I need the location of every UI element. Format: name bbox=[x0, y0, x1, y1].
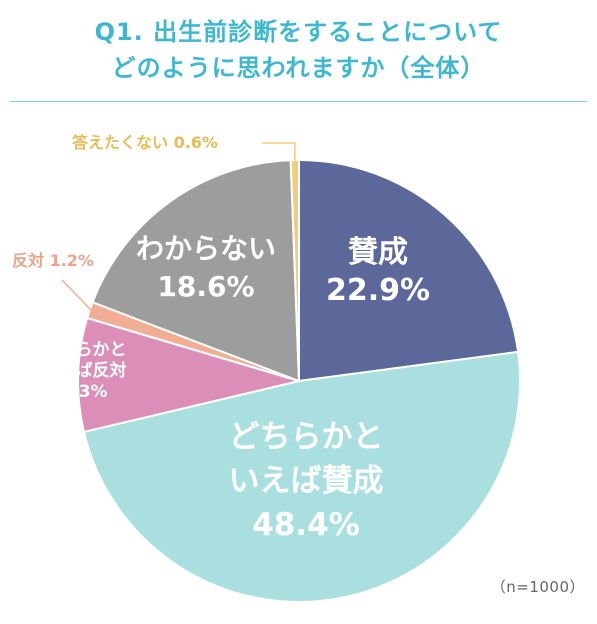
pie-slice-3 bbox=[77, 316, 303, 434]
pie-slice-5 bbox=[91, 159, 301, 383]
slice-label-2-line-1: どちらかと bbox=[229, 419, 384, 455]
slice-label-2-line-2: いえば賛成 bbox=[229, 463, 384, 499]
chart-title-line-1: Q1. 出生前診断をすることについて bbox=[94, 18, 503, 46]
slice-label-4: 反対 1.2% bbox=[12, 251, 94, 270]
chart-title-line-2: どのように思われますか（全体） bbox=[111, 54, 486, 82]
slice-value-3: 8.3% bbox=[60, 382, 107, 402]
slice-value-1: 22.9% bbox=[326, 273, 430, 308]
leader-line-4 bbox=[61, 279, 93, 312]
slice-label-5-line-1: わからない bbox=[136, 232, 276, 265]
slice-label-6: 答えたくない 0.6% bbox=[72, 133, 218, 152]
slice-label-1-line-1: 賛成 bbox=[348, 235, 408, 270]
slice-value-2: 48.4% bbox=[252, 507, 360, 543]
sample-size-note: （n=1000） bbox=[490, 578, 585, 596]
pie-slice-2 bbox=[82, 350, 521, 603]
slice-label-3-line-2: いえば反対 bbox=[42, 360, 127, 381]
slice-value-5: 18.6% bbox=[157, 270, 254, 303]
title-divider bbox=[10, 101, 587, 102]
slice-label-3-line-1: どちらかと bbox=[42, 340, 127, 360]
leader-line-6 bbox=[262, 142, 296, 162]
pie-slice-1 bbox=[298, 158, 520, 383]
chart-title: Q1. 出生前診断をすることについて どのように思われますか（全体） bbox=[0, 14, 597, 86]
